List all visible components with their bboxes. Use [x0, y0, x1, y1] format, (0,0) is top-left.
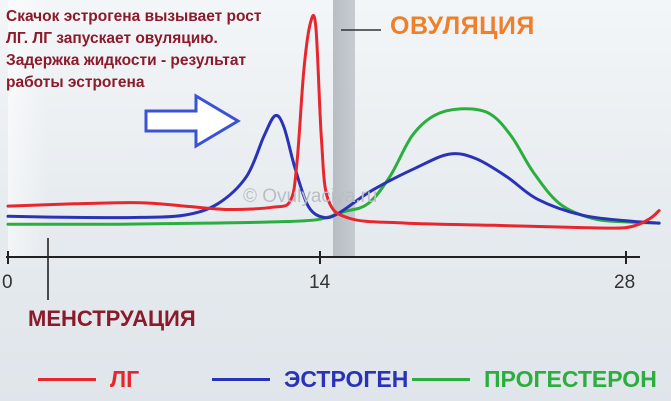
- legend: ЛГ ЭСТРОГЕН ПРОГЕСТЕРОН: [0, 366, 671, 400]
- legend-item-lh: ЛГ: [38, 366, 139, 393]
- ovulation-band: [333, 0, 355, 258]
- legend-swatch: [38, 378, 96, 381]
- legend-swatch: [212, 378, 270, 381]
- legend-item-estrogen: ЭСТРОГЕН: [212, 366, 408, 393]
- series-line-lh: [6, 13, 661, 230]
- annotation-line: Скачок эстрогена вызывает рост: [6, 8, 262, 25]
- annotation-text: Скачок эстрогена вызывает рост ЛГ. ЛГ за…: [6, 6, 316, 94]
- legend-swatch: [412, 378, 470, 381]
- annotation-line: Задержка жидкости - результат: [6, 52, 247, 69]
- curves-layer: [6, 13, 661, 230]
- watermark: © Ovulyaciya.ru: [243, 186, 378, 207]
- x-tick-label: 0: [2, 272, 13, 293]
- series-line-estrogen: [6, 113, 661, 225]
- ovulation-label: ОВУЛЯЦИЯ: [390, 12, 535, 40]
- arrow-icon: [144, 93, 241, 149]
- series-line-progesterone: [6, 107, 661, 226]
- menstruation-label: МЕНСТРУАЦИЯ: [28, 306, 196, 331]
- legend-item-progesterone: ПРОГЕСТЕРОН: [412, 366, 657, 393]
- x-tick-label: 14: [309, 272, 331, 293]
- annotation-line: работы эстрогена: [6, 74, 145, 91]
- legend-label: ЛГ: [110, 366, 140, 392]
- legend-label: ЭСТРОГЕН: [284, 366, 409, 392]
- legend-label: ПРОГЕСТЕРОН: [484, 366, 657, 392]
- annotation-line: ЛГ. ЛГ запускает овуляцию.: [6, 30, 218, 47]
- x-tick-label: 28: [614, 272, 636, 293]
